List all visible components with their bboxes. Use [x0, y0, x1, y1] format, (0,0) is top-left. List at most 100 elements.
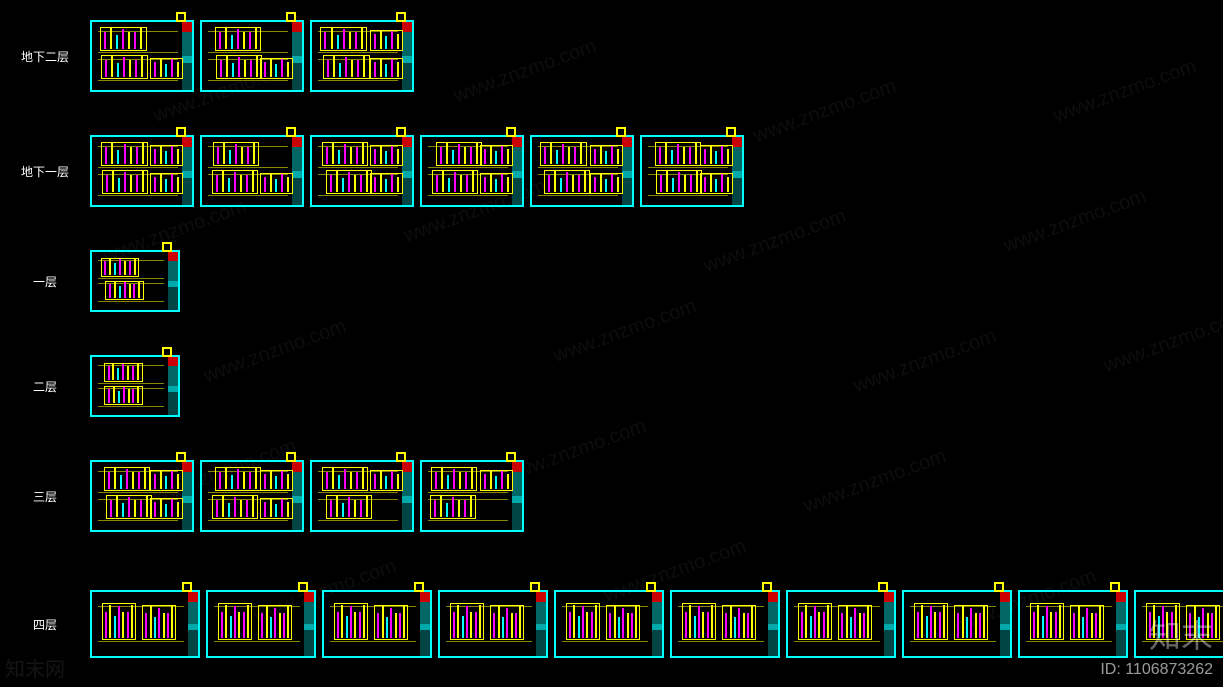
drawing-sheet[interactable] [670, 590, 780, 658]
elevation-bar [366, 171, 368, 193]
elevation-bar [966, 617, 968, 638]
sheet-tab-icon [286, 12, 296, 22]
drawing-sheet[interactable] [90, 250, 180, 312]
elevation-bar [216, 500, 218, 517]
floor-row: 四层 [0, 590, 1223, 658]
elevation-bar [336, 496, 338, 518]
elevation-bar [441, 468, 443, 490]
elevation-bar [336, 171, 338, 193]
elevation-bar [399, 613, 401, 638]
title-block-strip [1000, 592, 1010, 656]
elevation-bar [374, 177, 376, 192]
drawing-sheet[interactable] [420, 460, 524, 532]
elevation-bar [377, 613, 379, 638]
floor-label: 地下二层 [0, 48, 90, 65]
drawing-sheet[interactable] [90, 135, 194, 207]
elevation-bar [117, 63, 119, 77]
drawing-sheet[interactable] [206, 590, 316, 658]
elevation-drawing [326, 495, 372, 519]
elevation-bar [355, 32, 357, 49]
drawing-sheet[interactable] [1018, 590, 1128, 658]
elevation-bar [105, 60, 107, 77]
elevation-drawing [150, 58, 182, 80]
drawing-strip [330, 606, 416, 642]
drawing-sheet[interactable] [786, 590, 896, 658]
title-block-segment [652, 630, 662, 656]
floor-label: 一层 [0, 273, 90, 290]
drawing-sheet[interactable] [90, 460, 194, 532]
drawing-sheet[interactable] [438, 590, 548, 658]
title-block-segment [1116, 630, 1126, 656]
drawing-sheet[interactable] [200, 460, 304, 532]
elevation-bar [854, 608, 856, 638]
floor-label: 二层 [0, 378, 90, 395]
elevation-bar [240, 175, 242, 192]
sheet-content [96, 466, 180, 526]
elevation-bar [128, 497, 130, 517]
drawing-sheet[interactable] [200, 20, 304, 92]
elevation-drawing [656, 170, 702, 194]
elevation-bar [484, 177, 486, 192]
drawing-sheet[interactable] [90, 355, 180, 417]
title-block-segment [402, 171, 412, 178]
elevation-bar [574, 147, 576, 164]
title-block-segment [402, 137, 412, 147]
elevation-bar [459, 472, 461, 489]
id-text: ID: 1106873262 [1100, 661, 1213, 679]
drawing-sheet[interactable] [310, 460, 414, 532]
elevation-bar [229, 150, 231, 164]
elevation-bar [725, 613, 727, 638]
elevation-bar [711, 605, 713, 639]
drawing-sheet[interactable] [200, 135, 304, 207]
elevation-bar [283, 613, 285, 638]
drawing-sheet[interactable] [90, 590, 200, 658]
elevation-bar [177, 474, 179, 489]
sheet-tab-icon [176, 12, 186, 22]
elevation-bar [363, 605, 365, 639]
elevation-bar [466, 606, 468, 638]
elevation-bar [548, 175, 550, 192]
drawing-strip [318, 59, 398, 81]
drawing-sheet[interactable] [554, 590, 664, 658]
elevation-bar [580, 143, 582, 165]
elevation-bar [1091, 613, 1093, 638]
drawing-sheet[interactable] [322, 590, 432, 658]
drawing-sheet[interactable] [640, 135, 744, 207]
elevation-drawing [370, 470, 402, 492]
drawing-strip [98, 365, 164, 383]
elevation-bar [698, 606, 700, 638]
elevation-bar [374, 149, 376, 164]
elevation-bar [470, 147, 472, 164]
sheet-tab-icon [878, 582, 888, 592]
sheet-tab-icon [762, 582, 772, 592]
elevation-bar [327, 60, 329, 77]
elevation-bar [385, 64, 387, 77]
drawing-strip [98, 31, 178, 53]
title-block-segment [536, 602, 546, 624]
elevation-bar [154, 502, 156, 517]
title-block-segment [884, 592, 894, 602]
elevation-bar [131, 605, 133, 639]
elevation-bar [333, 56, 335, 78]
elevation-bar [117, 368, 119, 379]
elevation-bar [374, 474, 376, 489]
elevation-bar [356, 472, 358, 489]
elevation-bar [390, 608, 392, 638]
elevation-drawing [213, 142, 259, 166]
drawing-sheet[interactable] [420, 135, 524, 207]
elevation-bar [128, 389, 130, 402]
title-block-strip [182, 137, 192, 205]
elevation-bar [118, 178, 120, 192]
elevation-bar [374, 34, 376, 49]
title-block-segment [884, 602, 894, 624]
title-block-segment [420, 602, 430, 624]
drawing-sheet[interactable] [90, 20, 194, 92]
drawing-sheet[interactable] [310, 20, 414, 92]
drawing-sheet[interactable] [310, 135, 414, 207]
drawing-sheet[interactable] [530, 135, 634, 207]
floor-row: 地下一层 [0, 135, 1223, 207]
drawing-sheet[interactable] [902, 590, 1012, 658]
title-block-segment [292, 22, 302, 32]
elevation-bar [124, 144, 126, 164]
title-block-segment [402, 22, 412, 32]
